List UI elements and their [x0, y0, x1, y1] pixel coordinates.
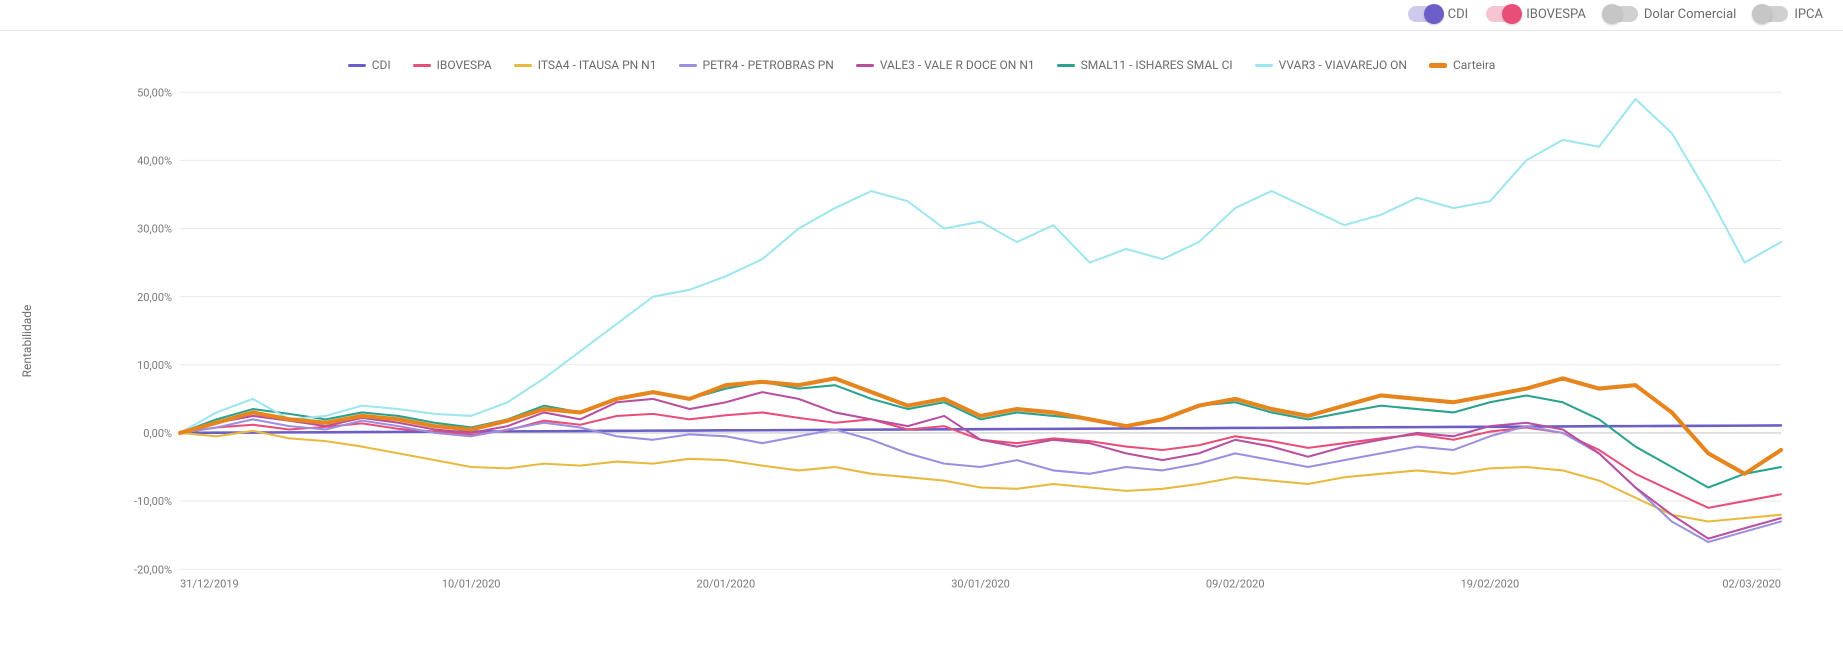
chart-container: CDI IBOVESPA Dolar Comercial IPCA Rentabili… [0, 0, 1843, 668]
y-tick-label: 0,00% [143, 427, 172, 440]
y-axis-title: Rentabilidade [20, 305, 34, 378]
x-tick-label: 31/12/2019 [180, 578, 239, 591]
chart-wrap: Rentabilidade CDIIBOVESPAITSA4 - ITAUSA … [40, 44, 1803, 638]
y-tick-label: 50,00% [137, 86, 172, 99]
toggle-label-ibov: IBOVESPA [1526, 7, 1586, 22]
legend-swatch-cdi [348, 64, 366, 67]
legend-item-itsa4[interactable]: ITSA4 - ITAUSA PN N1 [514, 58, 657, 72]
chart-legend: CDI IBOVESPA ITSA4 - ITAUSA PN N1 PETR4 - P… [40, 58, 1803, 72]
x-tick-label: 02/03/2020 [1722, 578, 1781, 591]
legend-item-smal11[interactable]: SMAL11 - ISHARES SMAL CI [1057, 58, 1233, 72]
series-line-smal11[interactable] [180, 382, 1781, 488]
legend-swatch-vale3 [856, 64, 874, 67]
toggle-ipca[interactable]: IPCA [1754, 6, 1823, 22]
legend-label-vale3: VALE3 - VALE R DOCE ON N1 [880, 58, 1035, 72]
legend-label-petr4: PETR4 - PETROBRAS PN [703, 58, 834, 72]
series-line-petr4[interactable] [180, 419, 1781, 542]
legend-label-smal11: SMAL11 - ISHARES SMAL CI [1081, 58, 1233, 72]
y-tick-label: -10,00% [134, 495, 172, 508]
series-toggles: CDI IBOVESPA Dolar Comercial IPCA [1408, 6, 1823, 22]
x-tick-label: 10/01/2020 [442, 578, 501, 591]
legend-swatch-itsa4 [514, 64, 532, 67]
legend-swatch-smal11 [1057, 64, 1075, 67]
legend-item-petr4[interactable]: PETR4 - PETROBRAS PN [679, 58, 834, 72]
chart-plot: -20,00% -10,00% 0,00% 10,00% 20,00% 30,00% 40,… [120, 84, 1793, 598]
legend-item-vvar3[interactable]: VVAR3 - VIAVAREJO ON [1255, 58, 1407, 72]
toggle-label-cdi: CDI [1448, 7, 1469, 22]
series-line-itsa4[interactable] [180, 431, 1781, 522]
y-tick-label: 20,00% [137, 291, 172, 304]
toggle-switch-dolar[interactable] [1604, 6, 1638, 22]
legend-label-itsa4: ITSA4 - ITAUSA PN N1 [538, 58, 657, 72]
legend-label-vvar3: VVAR3 - VIAVAREJO ON [1279, 58, 1407, 72]
legend-item-vale3[interactable]: VALE3 - VALE R DOCE ON N1 [856, 58, 1035, 72]
legend-swatch-carteira [1429, 63, 1447, 68]
x-tick-label: 20/01/2020 [697, 578, 756, 591]
toggle-switch-ipca[interactable] [1754, 6, 1788, 22]
toggle-switch-ibov[interactable] [1486, 6, 1520, 22]
y-tick-label: -20,00% [134, 563, 172, 576]
legend-item-carteira[interactable]: Carteira [1429, 58, 1495, 72]
legend-swatch-ibov [413, 64, 431, 67]
toggle-switch-cdi[interactable] [1408, 6, 1442, 22]
toggle-cdi[interactable]: CDI [1408, 6, 1469, 22]
legend-swatch-vvar3 [1255, 64, 1273, 67]
legend-item-ibov[interactable]: IBOVESPA [413, 58, 492, 72]
legend-label-ibov: IBOVESPA [437, 58, 492, 72]
y-tick-label: 40,00% [137, 154, 172, 167]
toggle-ibov[interactable]: IBOVESPA [1486, 6, 1586, 22]
legend-label-carteira: Carteira [1453, 58, 1495, 72]
x-tick-label: 30/01/2020 [951, 578, 1010, 591]
legend-label-cdi: CDI [372, 58, 391, 72]
toggle-label-dolar: Dolar Comercial [1644, 7, 1736, 22]
legend-item-cdi[interactable]: CDI [348, 58, 391, 72]
legend-swatch-petr4 [679, 64, 697, 67]
x-tick-label: 19/02/2020 [1461, 578, 1520, 591]
y-tick-label: 30,00% [137, 222, 172, 235]
top-divider [0, 30, 1843, 31]
toggle-label-ipca: IPCA [1794, 7, 1823, 22]
toggle-dolar[interactable]: Dolar Comercial [1604, 6, 1736, 22]
y-tick-label: 10,00% [137, 359, 172, 372]
x-tick-label: 09/02/2020 [1206, 578, 1265, 591]
